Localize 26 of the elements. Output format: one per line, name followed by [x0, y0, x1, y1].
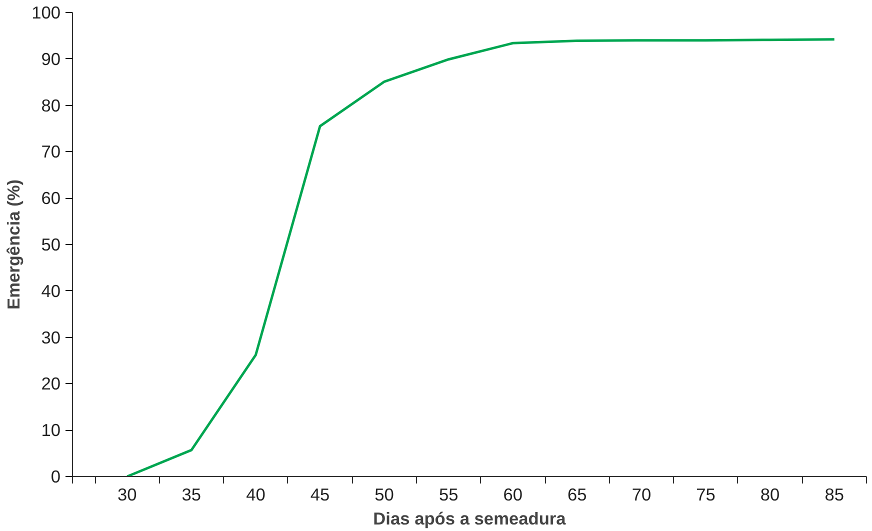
x-tick-label: 50 — [374, 484, 394, 504]
y-axis-title: Emergência (%) — [4, 179, 24, 310]
line-series — [126, 38, 836, 476]
x-tick-label: 65 — [568, 484, 587, 504]
y-tick-label: 80 — [41, 95, 61, 116]
x-tick-label: 60 — [503, 484, 523, 504]
x-tick-label: 80 — [760, 484, 780, 504]
x-tick-label: 30 — [118, 484, 137, 504]
y-tick-label: 40 — [41, 280, 61, 301]
x-tick-label: 75 — [696, 484, 716, 504]
y-tick-label: 90 — [41, 48, 61, 69]
y-tick-label: 10 — [41, 420, 61, 440]
y-tick-label: 100 — [32, 2, 61, 22]
x-tick-label: 45 — [310, 484, 330, 504]
x-tick-label: 40 — [246, 484, 266, 504]
y-tick-label: 20 — [41, 374, 61, 394]
y-tick-label: 30 — [41, 327, 61, 348]
x-axis-title: Dias após a semeadura — [373, 508, 566, 528]
y-tick-label: 60 — [41, 188, 61, 208]
x-tick-label: 35 — [182, 484, 202, 504]
y-tick-label: 50 — [41, 234, 61, 254]
x-tick-label: 85 — [824, 484, 844, 504]
x-tick-label: 55 — [438, 484, 458, 504]
x-tick-label: 70 — [632, 484, 652, 504]
y-tick-label: 0 — [50, 466, 61, 486]
y-tick-label: 70 — [41, 142, 61, 162]
